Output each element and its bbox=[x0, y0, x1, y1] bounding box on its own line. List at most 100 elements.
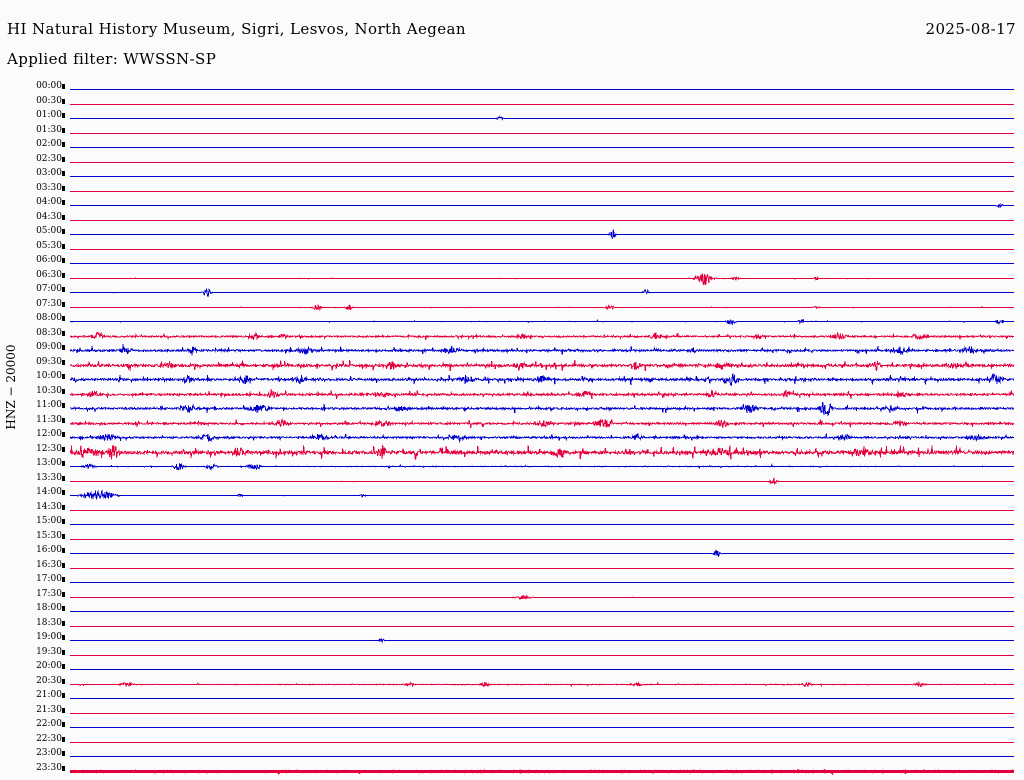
helicorder-row: 03:30 bbox=[0, 182, 1024, 199]
seismic-trace bbox=[70, 242, 1014, 257]
time-axis-label: 02:30 bbox=[36, 153, 62, 164]
axis-tick-mark bbox=[62, 185, 65, 191]
axis-tick-mark bbox=[62, 635, 65, 641]
helicorder-row: 17:00 bbox=[0, 575, 1024, 590]
helicorder-row: 06:30 bbox=[0, 270, 1024, 286]
time-axis-label: 18:30 bbox=[36, 617, 62, 628]
helicorder-row: 17:30 bbox=[0, 589, 1024, 605]
seismic-trace bbox=[70, 488, 1014, 503]
seismic-trace bbox=[70, 82, 1014, 97]
axis-tick-mark bbox=[62, 432, 65, 438]
seismic-trace bbox=[70, 575, 1014, 590]
helicorder-row: 19:30 bbox=[0, 647, 1024, 663]
seismic-trace bbox=[70, 184, 1014, 199]
time-axis-label: 13:00 bbox=[36, 458, 62, 469]
helicorder-row: 22:30 bbox=[0, 734, 1024, 750]
seismic-trace bbox=[70, 358, 1014, 373]
helicorder-row: 20:30 bbox=[0, 675, 1024, 692]
helicorder-row: 01:00 bbox=[0, 111, 1024, 126]
helicorder-row: 19:00 bbox=[0, 633, 1024, 648]
axis-tick-mark bbox=[62, 620, 65, 626]
chart-header: HI Natural History Museum, Sigri, Lesvos… bbox=[0, 0, 1024, 78]
helicorder-row: 13:30 bbox=[0, 473, 1024, 489]
time-axis-label: 05:30 bbox=[36, 240, 62, 251]
record-date: 2025-08-17 bbox=[925, 20, 1016, 38]
time-axis-label: 23:30 bbox=[36, 763, 62, 773]
helicorder-row: 00:00 bbox=[0, 82, 1024, 97]
seismic-trace bbox=[70, 285, 1014, 300]
seismic-trace bbox=[70, 764, 1014, 779]
axis-tick-mark bbox=[62, 98, 65, 104]
helicorder-row: 14:00 bbox=[0, 488, 1024, 503]
helicorder-row: 12:00 bbox=[0, 430, 1024, 445]
time-axis-label: 16:00 bbox=[36, 545, 62, 556]
time-axis-label: 08:00 bbox=[36, 313, 62, 324]
time-axis-label: 04:30 bbox=[36, 211, 62, 222]
seismic-trace bbox=[70, 198, 1014, 213]
time-axis-label: 15:00 bbox=[36, 516, 62, 527]
axis-tick-mark bbox=[62, 403, 65, 409]
time-axis-label: 01:00 bbox=[36, 110, 62, 121]
helicorder-row: 15:30 bbox=[0, 531, 1024, 547]
time-axis-label: 05:00 bbox=[36, 226, 62, 237]
time-axis-label: 21:30 bbox=[36, 704, 62, 715]
helicorder-row: 09:30 bbox=[0, 357, 1024, 373]
seismic-trace bbox=[70, 735, 1014, 750]
time-axis-label: 10:30 bbox=[36, 385, 62, 396]
time-axis-label: 03:30 bbox=[36, 182, 62, 193]
page-title: HI Natural History Museum, Sigri, Lesvos… bbox=[7, 20, 466, 38]
seismic-trace bbox=[70, 677, 1014, 692]
time-axis-label: 14:30 bbox=[36, 501, 62, 512]
axis-tick-mark bbox=[62, 243, 65, 249]
axis-tick-mark bbox=[62, 577, 65, 583]
helicorder-row: 04:30 bbox=[0, 211, 1024, 228]
axis-tick-mark bbox=[62, 649, 65, 655]
axis-tick-mark bbox=[62, 461, 65, 467]
axis-tick-mark bbox=[62, 229, 65, 235]
time-axis-label: 08:30 bbox=[36, 327, 62, 338]
time-axis-label: 14:00 bbox=[36, 487, 62, 498]
seismic-trace bbox=[70, 111, 1014, 126]
axis-tick-mark bbox=[62, 84, 65, 89]
time-axis-label: 12:30 bbox=[36, 443, 62, 454]
axis-tick-mark bbox=[62, 345, 65, 351]
helicorder-row: 04:00 bbox=[0, 198, 1024, 213]
axis-tick-mark bbox=[62, 722, 65, 728]
helicorder-row: 05:30 bbox=[0, 240, 1024, 257]
helicorder-row: 16:30 bbox=[0, 560, 1024, 576]
helicorder-row: 08:30 bbox=[0, 327, 1024, 344]
axis-tick-mark bbox=[62, 417, 65, 423]
time-axis-label: 06:00 bbox=[36, 255, 62, 266]
helicorder-row: 09:00 bbox=[0, 343, 1024, 358]
seismic-trace bbox=[70, 662, 1014, 677]
time-axis-label: 20:30 bbox=[36, 675, 62, 686]
helicorder-row: 08:00 bbox=[0, 314, 1024, 329]
seismic-trace bbox=[70, 459, 1014, 474]
axis-tick-mark bbox=[62, 330, 65, 336]
time-axis-label: 11:30 bbox=[36, 414, 62, 425]
time-axis-label: 20:00 bbox=[36, 661, 62, 672]
axis-tick-mark bbox=[62, 664, 65, 670]
time-axis-label: 22:00 bbox=[36, 719, 62, 730]
axis-tick-mark bbox=[62, 156, 65, 162]
time-axis-label: 02:00 bbox=[36, 139, 62, 150]
seismic-trace bbox=[70, 633, 1014, 648]
axis-tick-mark bbox=[62, 214, 65, 220]
helicorder-row: 10:00 bbox=[0, 372, 1024, 387]
helicorder-row: 16:00 bbox=[0, 546, 1024, 561]
helicorder-plot: 00:00 00:30 01:00 01:30 02:00 02:30 03:00 03:30… bbox=[0, 78, 1024, 778]
time-axis-label: 19:00 bbox=[36, 632, 62, 643]
helicorder-row: 22:00 bbox=[0, 720, 1024, 735]
axis-tick-mark bbox=[62, 272, 65, 278]
helicorder-row: 11:00 bbox=[0, 401, 1024, 417]
axis-tick-mark bbox=[62, 562, 65, 568]
helicorder-row: 07:00 bbox=[0, 285, 1024, 300]
helicorder-row: 21:00 bbox=[0, 691, 1024, 706]
seismic-trace bbox=[70, 546, 1014, 561]
helicorder-row: 00:30 bbox=[0, 95, 1024, 112]
seismic-trace bbox=[70, 706, 1014, 721]
seismic-trace bbox=[70, 532, 1014, 547]
helicorder-row: 03:00 bbox=[0, 169, 1024, 184]
seismic-trace bbox=[70, 474, 1014, 489]
time-axis-label: 00:30 bbox=[36, 95, 62, 106]
